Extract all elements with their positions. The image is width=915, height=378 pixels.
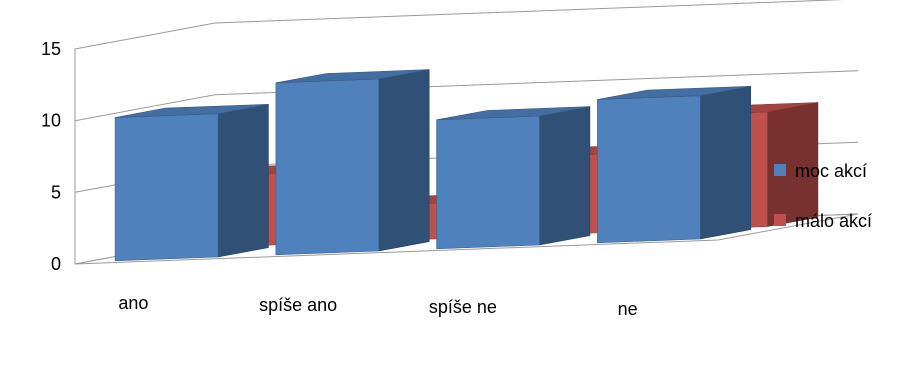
gridline xyxy=(74,0,845,50)
x-axis-categories: ano spíše ano spíše ne ne xyxy=(118,293,637,319)
legend-label-moc-akci: moc akcí xyxy=(795,161,867,181)
x-category-label: ano xyxy=(118,293,148,313)
legend-swatch-moc-akci xyxy=(774,164,786,176)
y-axis-ticks: 0 5 10 15 xyxy=(41,39,61,274)
x-category-label: spíše ne xyxy=(429,297,497,317)
y-tick-label: 5 xyxy=(51,182,61,202)
y-tick-label: 0 xyxy=(51,254,61,274)
bar-moc-akci-3 xyxy=(597,85,752,244)
legend: moc akcí málo akcí xyxy=(774,161,872,231)
bar-moc-akci-1 xyxy=(275,69,430,256)
legend-label-malo-akci: málo akcí xyxy=(795,211,872,231)
bars xyxy=(114,69,819,262)
bar-moc-akci-0 xyxy=(114,103,269,262)
x-category-label: ne xyxy=(618,299,638,319)
bar-moc-akci-2 xyxy=(436,106,591,250)
x-category-label: spíše ano xyxy=(259,295,337,315)
y-tick-label: 10 xyxy=(41,111,61,131)
y-tick-label: 15 xyxy=(41,39,61,59)
gridline xyxy=(74,70,859,122)
legend-swatch-malo-akci xyxy=(774,214,786,226)
